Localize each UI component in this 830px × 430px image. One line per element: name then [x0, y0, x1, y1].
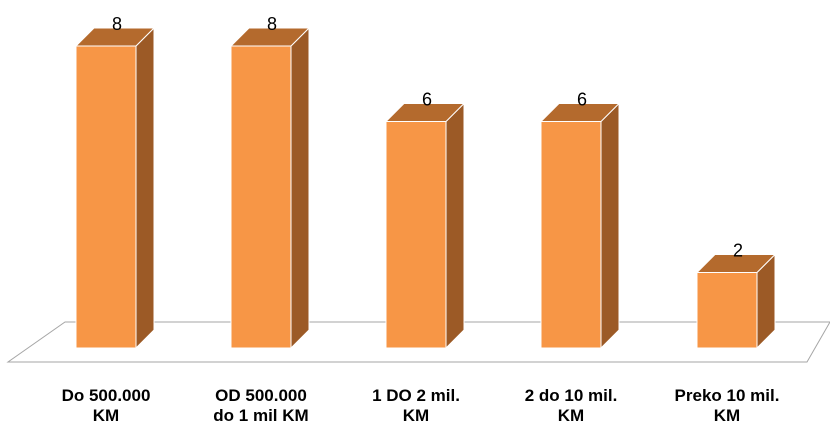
bar-side-face	[290, 26, 310, 350]
x-tick-label: Preko 10 mil. KM	[674, 386, 780, 425]
data-label: 8	[267, 14, 277, 34]
bar-front-face	[696, 272, 758, 349]
x-tick-label: OD 500.000 do 1 mil KM	[213, 386, 309, 425]
bar-3: 6	[384, 90, 466, 350]
x-tick-label: 2 do 10 mil. KM	[524, 386, 618, 425]
bar-side-face	[135, 26, 155, 350]
data-label: 6	[422, 90, 432, 110]
x-tick-label: 1 DO 2 mil. KM	[372, 386, 460, 425]
bar-front-face	[75, 45, 137, 349]
bar-5: 2	[695, 241, 777, 350]
bar-2: 8	[229, 14, 311, 350]
bar-front-face	[385, 121, 447, 349]
data-label: 2	[733, 241, 743, 261]
bar-side-face	[445, 102, 465, 350]
bar-front-face	[540, 121, 602, 349]
bars-group: 8 8 6 6 2	[74, 14, 777, 350]
data-label: 8	[112, 14, 122, 34]
x-tick-label: Do 500.000 KM	[61, 386, 151, 425]
bar-4: 6	[539, 90, 621, 350]
bar-1: 8	[74, 14, 156, 350]
bar-front-face	[230, 45, 292, 349]
data-label: 6	[577, 90, 587, 110]
bar-side-face	[600, 102, 620, 350]
